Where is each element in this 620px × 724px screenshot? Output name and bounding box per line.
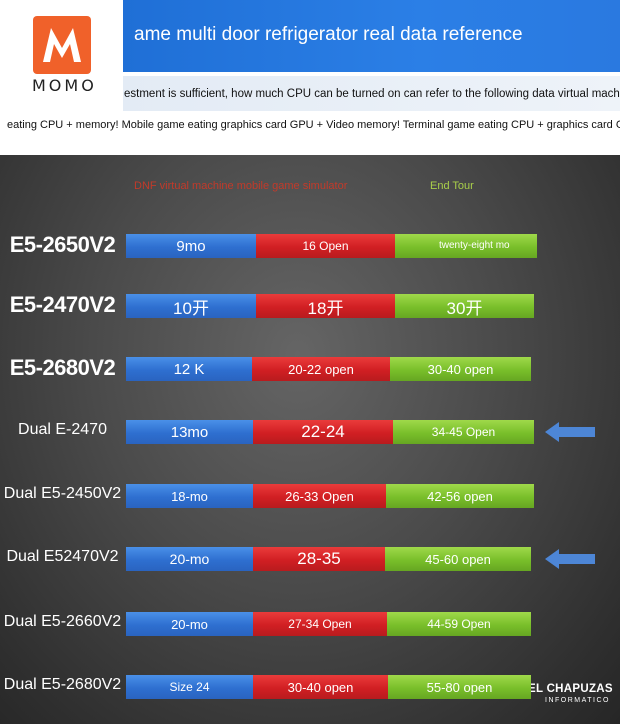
bar-segment-green: 30开 — [395, 294, 534, 318]
title-banner — [123, 0, 620, 72]
bar-segment-red: 16 Open — [256, 234, 395, 258]
bar-segment-green: 55-80 open — [388, 675, 531, 699]
bar-segment-red: 20-22 open — [252, 357, 390, 381]
brand-name: MOMO — [32, 76, 97, 95]
bar-segment-blue: 20-mo — [126, 547, 253, 571]
row-label: E5-2470V2 — [9, 292, 116, 317]
watermark: EL CHAPUZAS INFORMATICO — [528, 683, 614, 713]
bar-segment-blue: 9mo — [126, 234, 256, 258]
bar-segment-red: 22-24 — [253, 420, 393, 444]
bar-segment-blue: 18-mo — [126, 484, 253, 508]
highlight-arrow-icon — [545, 421, 595, 443]
bar-segment-blue: 20-mo — [126, 612, 253, 636]
row-label: Dual E5-2660V2 — [3, 613, 122, 630]
bar-segment-blue: 13mo — [126, 420, 253, 444]
description-line: eating CPU + memory! Mobile game eating … — [7, 119, 620, 131]
cpu-benchmark-chart: DNF virtual machine mobile game simulato… — [0, 155, 620, 724]
row-label: E5-2650V2 — [9, 232, 116, 257]
bar-segment-blue: 10开 — [126, 294, 256, 318]
row-label: Dual E5-2680V2 — [3, 676, 122, 693]
subtitle-text: estment is sufficient, how much CPU can … — [124, 88, 620, 100]
bar-segment-red: 26-33 Open — [253, 484, 386, 508]
bar-segment-red: 18开 — [256, 294, 395, 318]
watermark-line2: INFORMATICO — [545, 697, 610, 704]
bar-segment-green: 45-60 open — [385, 547, 531, 571]
bar-segment-green: 44-59 Open — [387, 612, 531, 636]
legend-green: End Tour — [430, 180, 474, 192]
row-label: Dual E-2470 — [18, 421, 107, 438]
row-label: Dual E52470V2 — [6, 548, 119, 565]
bar-segment-green: 30-40 open — [390, 357, 531, 381]
row-label: Dual E5-2450V2 — [3, 485, 122, 502]
bar-segment-red: 30-40 open — [253, 675, 388, 699]
legend-red: DNF virtual machine mobile game simulato… — [134, 180, 348, 192]
bar-segment-blue: 12 K — [126, 357, 252, 381]
bar-segment-green: 42-56 open — [386, 484, 534, 508]
highlight-arrow-icon — [545, 548, 595, 570]
subtitle-strip — [123, 76, 620, 111]
bar-segment-red: 27-34 Open — [253, 612, 387, 636]
row-label: E5-2680V2 — [9, 355, 116, 380]
banner-title: ame multi door refrigerator real data re… — [134, 24, 523, 45]
bar-segment-blue: Size 24 — [126, 675, 253, 699]
bar-segment-green: twenty-eight mo — [395, 234, 537, 258]
watermark-line1: EL CHAPUZAS — [528, 683, 613, 695]
bar-segment-green: 34-45 Open — [393, 420, 534, 444]
header: MOMO ame multi door refrigerator real da… — [0, 0, 620, 150]
momo-logo-icon — [33, 16, 91, 74]
bar-segment-red: 28-35 — [253, 547, 385, 571]
